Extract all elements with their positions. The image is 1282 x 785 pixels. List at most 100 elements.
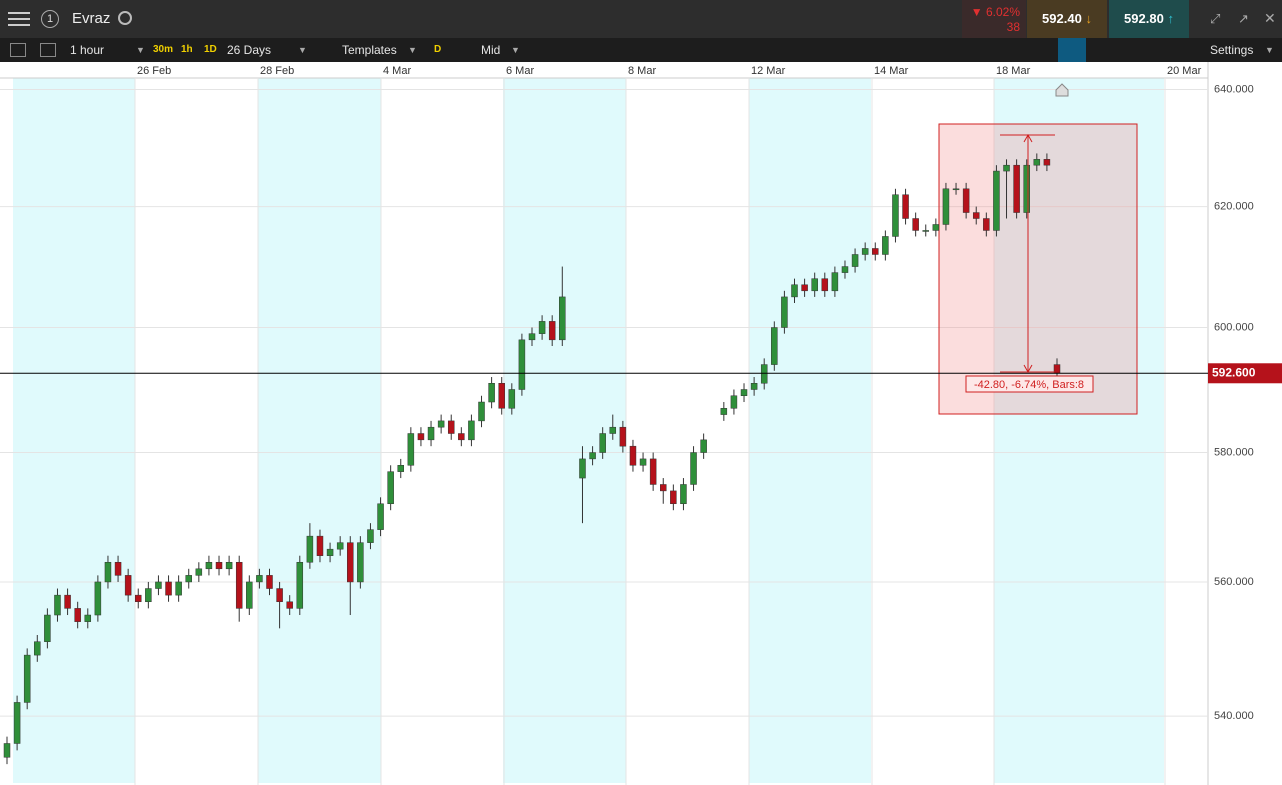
change-pts: 38: [1006, 20, 1020, 34]
candle-body: [690, 452, 697, 485]
candle-body: [528, 333, 536, 341]
y-tick-label: 560.000: [1214, 576, 1254, 588]
candle-body: [64, 594, 71, 609]
candle-body: [781, 296, 788, 328]
x-tick-label: 20 Mar: [1167, 65, 1202, 77]
x-tick-label: 26 Feb: [137, 65, 171, 77]
d-button[interactable]: D: [434, 44, 442, 55]
minimize-icon[interactable]: ⤢: [1210, 11, 1221, 26]
buy-button[interactable]: 592.80 ↑: [1109, 0, 1189, 38]
candle-body: [367, 529, 374, 543]
candle-body: [629, 445, 637, 466]
instrument-name[interactable]: Evraz: [72, 10, 111, 27]
dropdown-arrow[interactable]: ▼: [408, 45, 417, 55]
candle-body: [559, 296, 566, 341]
settings-button[interactable]: Settings: [1210, 43, 1254, 57]
candle-body: [993, 170, 1000, 231]
layout-icon[interactable]: [40, 43, 56, 57]
candle-body: [165, 581, 172, 596]
x-tick-label: 4 Mar: [383, 65, 411, 77]
dropdown-arrow[interactable]: ▼: [298, 45, 307, 55]
measure-arrow: [1000, 133, 1055, 374]
x-tick-label: 8 Mar: [628, 65, 656, 77]
candle-body: [1003, 164, 1010, 172]
day-band: [749, 78, 871, 783]
candle-body: [13, 702, 21, 744]
dropdown-arrow[interactable]: ▼: [136, 45, 145, 55]
candle-body: [892, 194, 899, 237]
candle-body: [215, 561, 223, 570]
candle-body: [791, 284, 798, 298]
x-tick-label: 28 Feb: [260, 65, 294, 77]
popout-icon[interactable]: ↗: [1238, 11, 1249, 26]
interval-select[interactable]: 1 hour: [70, 43, 105, 57]
candle-body: [145, 588, 152, 603]
change-pct: ▼ 6.02%: [970, 5, 1020, 19]
candle-body: [670, 490, 677, 505]
candle-body: [427, 426, 435, 441]
candle-body: [124, 575, 132, 596]
measure-box[interactable]: [938, 123, 1138, 415]
templates-button[interactable]: Templates: [342, 43, 397, 57]
candle-body: [478, 401, 485, 422]
candle-body: [902, 194, 909, 219]
candle-body: [1023, 164, 1030, 213]
candle-body: [498, 383, 505, 409]
candle-body: [155, 581, 162, 589]
dropdown-arrow[interactable]: ▼: [511, 45, 520, 55]
candle-body: [316, 535, 324, 556]
candle-body: [1043, 159, 1051, 166]
sell-button[interactable]: 592.40 ↓: [1027, 0, 1107, 38]
y-tick-label: 620.000: [1214, 200, 1254, 212]
candle-body: [1033, 159, 1041, 166]
candle-body: [1013, 164, 1020, 213]
candle-body: [185, 575, 192, 583]
candle-body: [548, 321, 556, 341]
quick-interval[interactable]: 1h: [181, 44, 193, 55]
menu-button[interactable]: [8, 10, 30, 28]
list-icon[interactable]: [10, 43, 26, 57]
buy-price: 592.80: [1124, 11, 1164, 26]
candle-body: [730, 395, 738, 409]
toolbar: 1 hour ▼ 30m 1h 1D 26 Days ▼ Templates ▼…: [0, 38, 1282, 62]
y-tick-label: 540.000: [1214, 710, 1254, 722]
close-icon[interactable]: ✕: [1264, 10, 1276, 26]
day-band: [503, 78, 626, 783]
candle-body: [972, 212, 980, 219]
last-price-label: 592.600: [1212, 365, 1256, 379]
range-select[interactable]: 26 Days: [227, 43, 272, 57]
candle-body: [306, 535, 314, 563]
quick-interval[interactable]: 30m: [153, 44, 174, 55]
candle-body: [276, 588, 283, 603]
x-tick-label: 18 Mar: [996, 65, 1031, 77]
candle-body: [104, 561, 112, 583]
marker-icon[interactable]: [1055, 83, 1069, 97]
crosshair-tool[interactable]: [1058, 38, 1086, 62]
search-icon[interactable]: [118, 11, 132, 25]
price-type-select[interactable]: Mid: [481, 43, 501, 57]
candle-body: [135, 594, 142, 603]
candle-body: [195, 568, 203, 576]
candle-body: [326, 548, 334, 556]
dropdown-arrow[interactable]: ▼: [1265, 45, 1274, 55]
candle-body: [720, 408, 728, 415]
y-tick-label: 640.000: [1214, 83, 1254, 95]
last-price-tag: [1208, 363, 1282, 384]
candle-body: [861, 248, 869, 255]
candle-body: [983, 218, 990, 231]
candle-body: [417, 433, 425, 441]
candle-body: [680, 484, 687, 505]
candle-body: [700, 439, 707, 453]
info-icon[interactable]: 1: [41, 10, 59, 28]
day-band: [13, 78, 135, 783]
candle-body: [831, 272, 839, 292]
candle-body: [44, 614, 51, 642]
candle-body: [225, 561, 233, 570]
candle-body: [34, 641, 41, 656]
candle-body: [387, 471, 394, 505]
candle-body: [649, 458, 657, 485]
x-tick-label: 6 Mar: [506, 65, 534, 77]
quick-interval[interactable]: 1D: [204, 44, 217, 55]
chart: 26 Feb 28 Feb 4 Mar 6 Mar 8 Mar 12 Mar 14 Mar 1…: [0, 62, 1282, 785]
candle-body: [952, 188, 960, 191]
